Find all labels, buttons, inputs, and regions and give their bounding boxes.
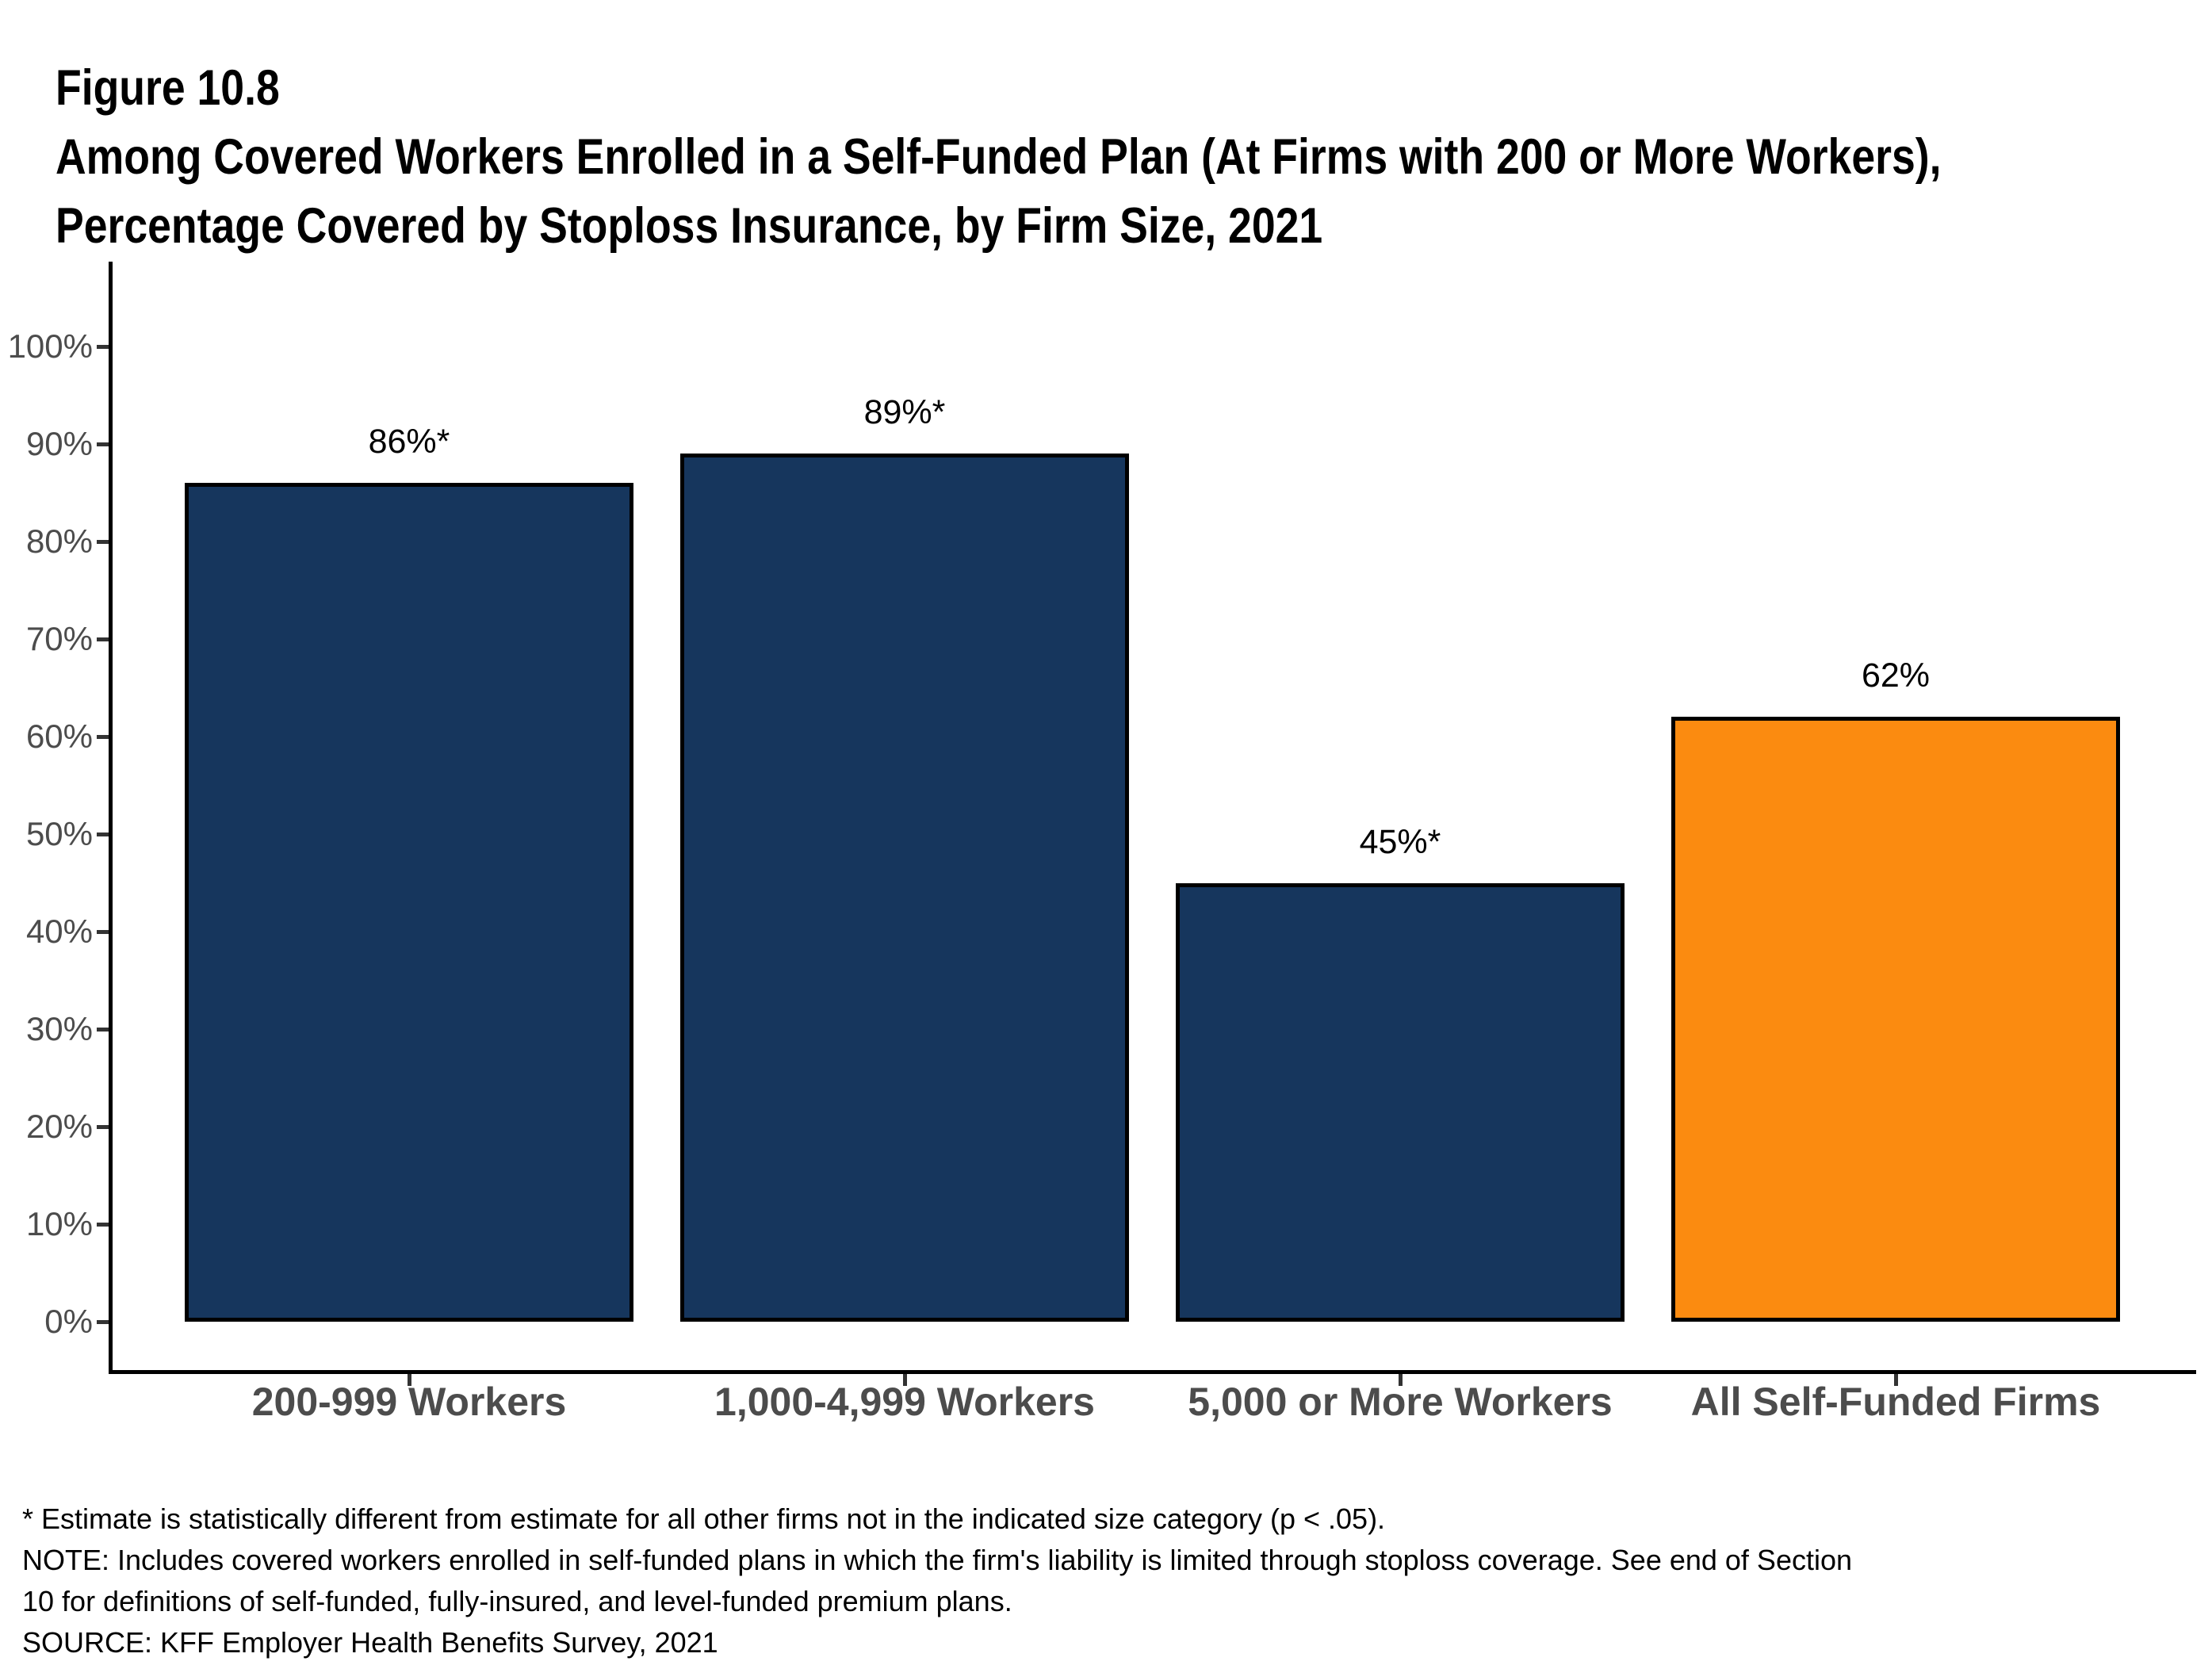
bar-value-label: 45%*	[1359, 822, 1441, 861]
bar-value-label: 89%*	[863, 393, 946, 432]
y-axis-tick	[97, 1222, 109, 1227]
y-axis-tick	[97, 1027, 109, 1032]
bar	[1176, 882, 1625, 1322]
footnotes: * Estimate is statistically different fr…	[22, 1498, 1852, 1663]
y-axis-tick-label: 0%	[44, 1303, 93, 1340]
y-axis-line	[109, 262, 113, 1374]
x-axis-tick	[902, 1374, 907, 1386]
y-axis-tick-label: 50%	[25, 815, 93, 852]
figure-title-line-1: Among Covered Workers Enrolled in a Self…	[55, 129, 1942, 185]
footnote-significance: * Estimate is statistically different fr…	[22, 1502, 1386, 1535]
x-axis-tick	[1893, 1374, 1898, 1386]
x-axis-tick	[407, 1374, 411, 1386]
figure-title: Figure 10.8 Among Covered Workers Enroll…	[55, 54, 1941, 261]
y-axis-tick-label: 70%	[25, 620, 93, 657]
y-axis-tick	[97, 1319, 109, 1324]
x-axis-category-label: All Self-Funded Firms	[1690, 1380, 2101, 1424]
y-axis-tick-label: 80%	[25, 522, 93, 560]
y-axis-tick-label: 90%	[25, 425, 93, 462]
bar-value-label: 86%*	[368, 423, 450, 461]
x-axis-tick	[1398, 1374, 1403, 1386]
bar-value-label: 62%	[1861, 656, 1931, 695]
y-axis-tick-label: 100%	[7, 327, 93, 365]
y-axis-tick	[97, 539, 109, 544]
footnote-note-line-1: NOTE: Includes covered workers enrolled …	[22, 1544, 1853, 1576]
bar	[185, 483, 633, 1322]
y-axis-tick	[97, 832, 109, 836]
figure-number: Figure 10.8	[55, 60, 280, 116]
footnote-source: SOURCE: KFF Employer Health Benefits Sur…	[22, 1626, 718, 1659]
x-axis-category-label: 1,000-4,999 Workers	[714, 1380, 1095, 1424]
y-axis-tick	[97, 442, 109, 446]
bar	[680, 454, 1129, 1322]
y-axis-tick-label: 60%	[25, 718, 93, 755]
y-axis-tick-label: 30%	[25, 1010, 93, 1047]
x-axis-line	[109, 1370, 2196, 1374]
y-axis-tick	[97, 1124, 109, 1129]
y-axis-tick	[97, 637, 109, 641]
y-axis-tick-label: 10%	[25, 1205, 93, 1242]
bar	[1671, 717, 2120, 1322]
x-axis-category-label: 5,000 or More Workers	[1188, 1380, 1613, 1424]
x-axis-category-label: 200-999 Workers	[251, 1380, 567, 1424]
footnote-note-line-2: 10 for definitions of self-funded, fully…	[22, 1585, 1012, 1617]
y-axis-tick-label: 40%	[25, 913, 93, 950]
y-axis-tick	[97, 929, 109, 934]
y-axis-tick-label: 20%	[25, 1108, 93, 1145]
y-axis-tick	[97, 734, 109, 739]
figure-title-line-2: Percentage Covered by Stoploss Insurance…	[55, 198, 1323, 254]
y-axis-tick	[97, 344, 109, 349]
